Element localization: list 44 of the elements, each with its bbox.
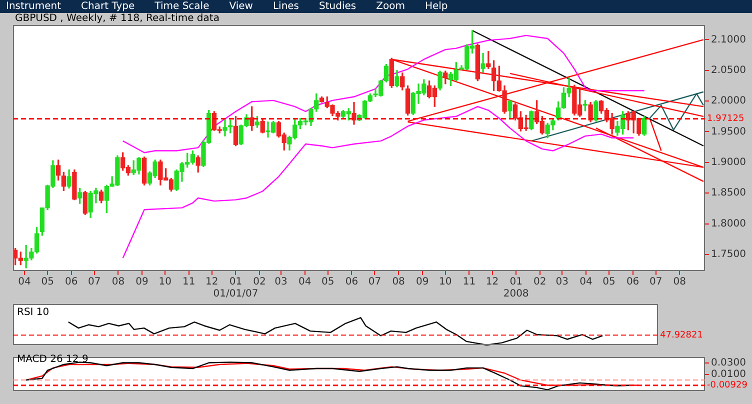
y-tick-label: 1.9500 (711, 126, 746, 138)
x-tick-label: 05 (602, 276, 616, 288)
y-tick-label: 2.1000 (711, 34, 746, 46)
menu-bar: Instrument Chart Type Time Scale View Lines Studies Zoom Help (0, 0, 752, 13)
x-tick-label: 07 (649, 276, 662, 288)
x-tick-label: 11 (182, 276, 196, 288)
x-tick-label: 12 (486, 276, 499, 288)
text: 47.92821 (660, 330, 703, 341)
x-tick-label: 10 (158, 276, 172, 288)
x-tick-label: 02 (253, 276, 266, 288)
x-tick-label: 12 (206, 276, 218, 288)
x-tick-label: 06 (65, 276, 78, 288)
x-tick-label: 03 (556, 276, 569, 288)
x-tick-label: 11 (462, 276, 476, 288)
y-tick-label: 1.8000 (711, 218, 746, 230)
chart-title: RSI 10 (17, 307, 50, 319)
ref-line-label: 1.97125 (707, 114, 744, 124)
x-tick-label: 08 (112, 276, 125, 288)
y-tick-label: 2.0500 (711, 64, 746, 76)
ref-line-label: -0.00929 (707, 380, 748, 391)
x-tick-label: 06 (345, 276, 358, 288)
y-tick-label: 1.9000 (711, 157, 746, 168)
x-tick-label: 07 (368, 276, 382, 288)
x-tick-label: 04 (298, 276, 312, 288)
x-tick-label: 09 (136, 276, 148, 288)
y-tick-label: 2.0000 (711, 96, 746, 107)
x-tick-label: 01 2008 (503, 276, 529, 300)
x-tick-label: 03 (274, 276, 288, 288)
y-tick-label: 0.0100 (711, 368, 746, 380)
x-tick-label: 08 (392, 276, 405, 288)
x-tick-label: 05 (322, 276, 334, 288)
x-tick-label: 08 (673, 276, 686, 288)
x-tick-label: 05 (41, 276, 54, 288)
y-tick-label: 1.7500 (711, 249, 746, 260)
x-tick-label: 04 (18, 276, 31, 288)
y-tick-label: 1.8500 (711, 188, 746, 199)
y-tick-label: 0.0300 (711, 357, 746, 368)
x-tick-label: 04 (580, 276, 592, 288)
x-tick-label: 06 (626, 276, 640, 288)
x-tick-label: 07 (88, 276, 101, 288)
chart-title: GBPUSD , Weekly, # 118, Real-time data (15, 13, 220, 25)
x-tick-label: 09 (416, 276, 429, 288)
x-tick-label: 10 (439, 276, 452, 288)
x-tick-label: 02 (534, 276, 546, 288)
